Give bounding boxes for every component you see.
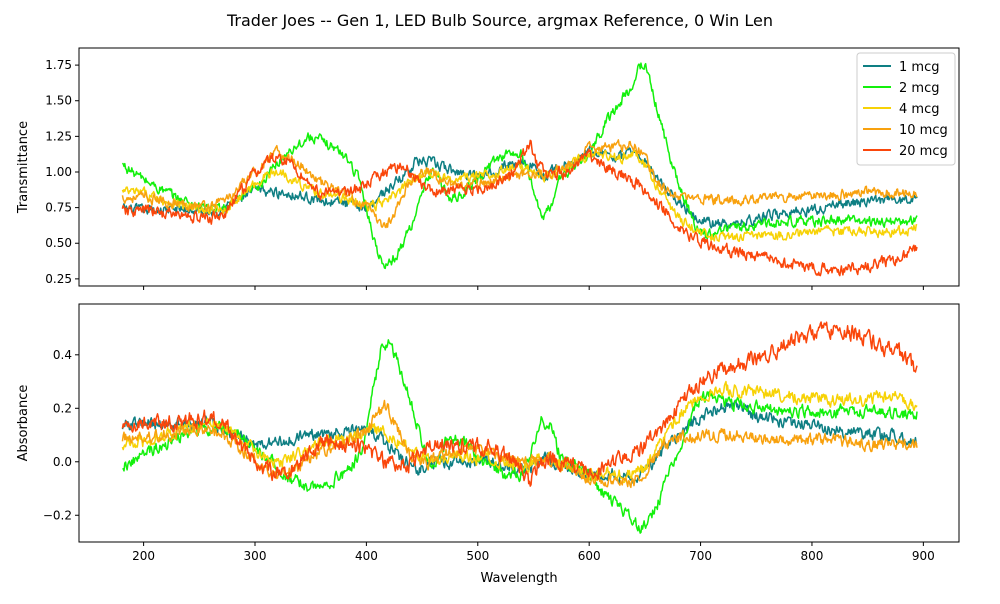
transmittance-y-tick-label-1: 0.50 (45, 236, 72, 250)
legend: 1 mcg 2 mcg 4 mcg 10 mcg 20 mcg (856, 52, 956, 166)
absorbance-y-tick-label-0: −0.2 (43, 508, 72, 522)
absorbance-x-tick-label-600: 600 (578, 549, 601, 563)
legend-label-10-mcg: 10 mcg (899, 123, 948, 138)
chart-title: Trader Joes -- Gen 1, LED Bulb Source, a… (226, 11, 773, 30)
transmittance-axes-frame (78, 47, 960, 287)
transmittance-y-tick-label-3: 1.00 (45, 165, 72, 179)
transmittance-series (121, 62, 918, 277)
absorbance-x-tick-label-300: 300 (244, 549, 267, 563)
transmittance-series-20-mcg (121, 139, 918, 277)
absorbance-axes-frame (78, 303, 960, 543)
transmittance-y-tick-label-4: 1.25 (45, 129, 72, 143)
legend-box (856, 52, 956, 166)
absorbance-x-tick-label-400: 400 (355, 549, 378, 563)
absorbance-ticks: 200 300 400 500 600 700 800 900 −0.2 0.0 0.2 0.4 (43, 348, 935, 563)
transmittance-series-10-mcg (121, 139, 918, 229)
x-axis-label: Wavelength (480, 571, 557, 586)
absorbance-x-tick-label-700: 700 (689, 549, 712, 563)
transmittance-series-4-mcg (121, 149, 918, 243)
transmittance-y-axis-label: Transmittance (16, 121, 31, 214)
absorbance-y-tick-label-1: 0.0 (53, 455, 72, 469)
absorbance-series (121, 321, 918, 534)
absorbance-x-tick-label-200: 200 (132, 549, 155, 563)
absorbance-series-20-mcg (121, 321, 918, 487)
absorbance-x-tick-label-500: 500 (466, 549, 489, 563)
absorbance-y-tick-label-3: 0.4 (53, 348, 72, 362)
absorbance-x-tick-label-800: 800 (801, 549, 824, 563)
transmittance-y-tick-label-6: 1.75 (45, 58, 72, 72)
absorbance-panel: 200 300 400 500 600 700 800 900 −0.2 0.0 0.2 0.4 Ab… (16, 303, 960, 586)
legend-label-2-mcg: 2 mcg (899, 81, 939, 96)
legend-label-1-mcg: 1 mcg (899, 60, 939, 75)
absorbance-x-tick-label-900: 900 (912, 549, 935, 563)
absorbance-series-4-mcg (121, 380, 918, 484)
transmittance-y-tick-label-2: 0.75 (45, 201, 72, 215)
transmittance-y-tick-label-5: 1.50 (45, 94, 72, 108)
transmittance-ticks: 0.25 0.50 0.75 1.00 1.25 1.50 1.75 (45, 58, 924, 290)
absorbance-y-tick-label-2: 0.2 (53, 401, 72, 415)
legend-label-20-mcg: 20 mcg (899, 144, 948, 159)
absorbance-y-axis-label: Absorbance (16, 385, 31, 462)
transmittance-y-tick-label-0: 0.25 (45, 272, 72, 286)
legend-label-4-mcg: 4 mcg (899, 102, 939, 117)
transmittance-panel: 0.25 0.50 0.75 1.00 1.25 1.50 1.75 Transmittan… (16, 47, 960, 290)
